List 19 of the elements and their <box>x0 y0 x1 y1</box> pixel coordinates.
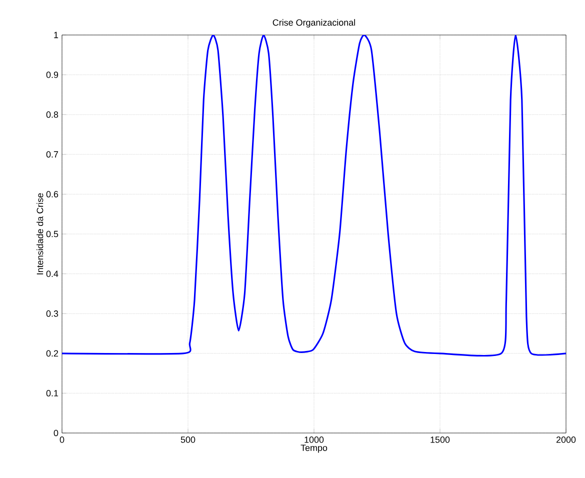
y-tick-label: 0.5 <box>46 230 58 238</box>
x-tick-label: 1000 <box>304 436 324 443</box>
y-tick-label: 0.1 <box>46 390 58 396</box>
y-tick-label: 0 <box>54 430 58 436</box>
y-axis-title: Intensidade da Crise <box>36 193 44 274</box>
x-axis-title: Tempo <box>300 444 328 453</box>
y-tick-label: 0.9 <box>46 72 58 78</box>
y-tick-label: 1 <box>54 32 58 38</box>
x-tick-label: 0 <box>60 436 64 443</box>
chart-title: Crise Organizacional <box>272 19 355 28</box>
y-tick-label: 0.8 <box>46 111 58 118</box>
x-tick-label: 1500 <box>430 436 450 443</box>
y-tick-label: 0.3 <box>46 310 58 317</box>
x-tick-label: 500 <box>180 436 196 443</box>
y-tick-label: 0.6 <box>46 191 58 198</box>
y-tick-label: 0.7 <box>46 151 58 158</box>
y-tick-label: 0.4 <box>46 270 58 277</box>
y-tick-label: 0.2 <box>46 350 58 357</box>
x-tick-label: 2000 <box>556 436 576 443</box>
